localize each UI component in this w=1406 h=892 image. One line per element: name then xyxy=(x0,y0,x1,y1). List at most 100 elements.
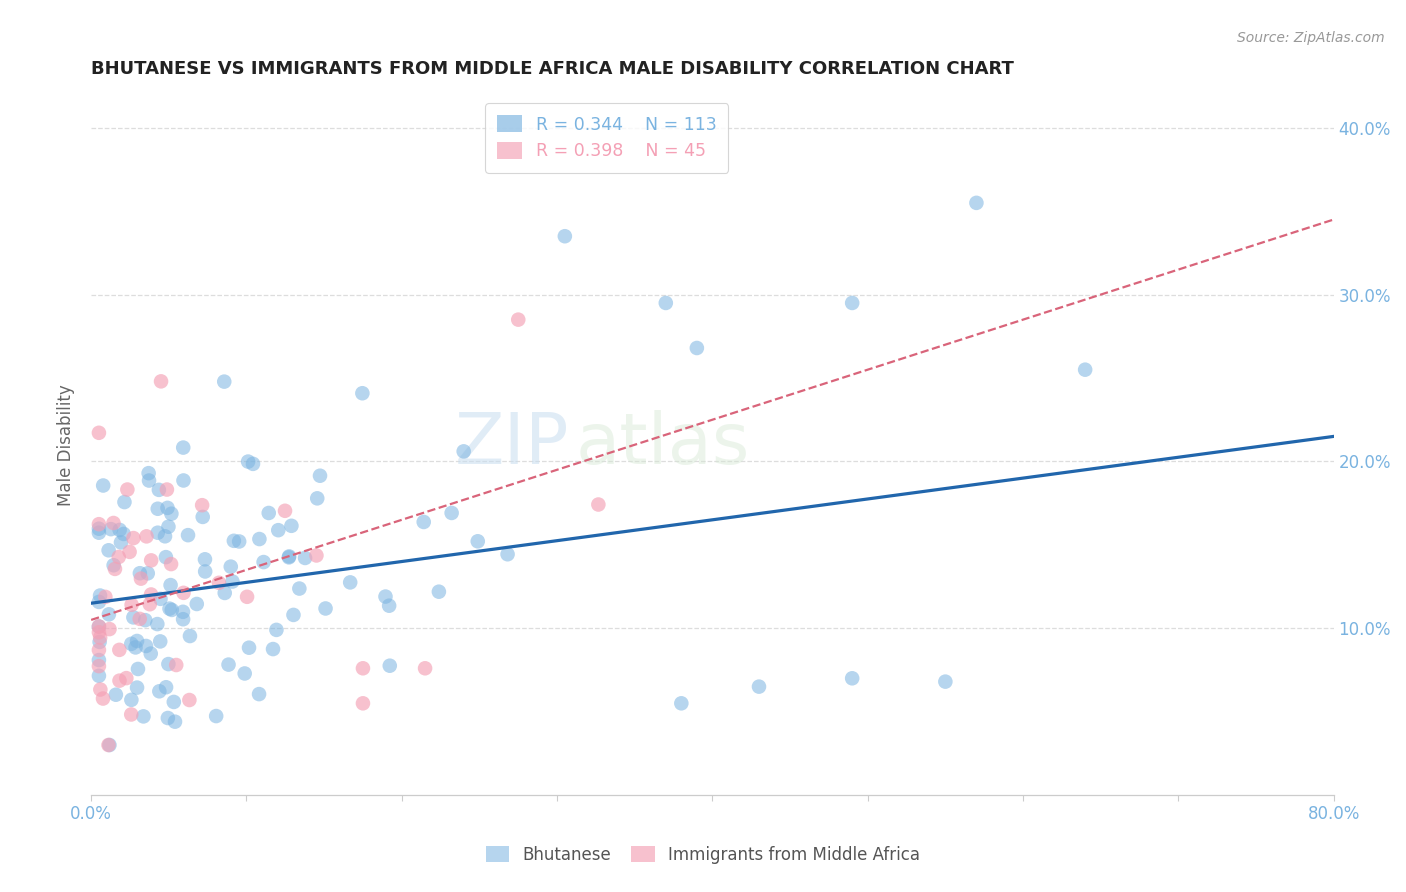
Point xyxy=(257,506,280,520)
Point xyxy=(138,474,160,488)
Point xyxy=(87,669,110,683)
Point xyxy=(87,522,110,536)
Point xyxy=(242,457,264,471)
Point xyxy=(179,693,201,707)
Text: Source: ZipAtlas.com: Source: ZipAtlas.com xyxy=(1237,31,1385,45)
Point xyxy=(238,640,260,655)
Point xyxy=(177,528,200,542)
Point xyxy=(114,495,136,509)
Point xyxy=(467,534,489,549)
Point xyxy=(87,659,110,673)
Point xyxy=(934,674,956,689)
Y-axis label: Male Disability: Male Disability xyxy=(58,384,75,506)
Point xyxy=(172,441,194,455)
Point xyxy=(87,625,110,640)
Point xyxy=(150,375,173,389)
Point xyxy=(748,680,770,694)
Point xyxy=(194,565,217,579)
Point xyxy=(87,653,110,667)
Point xyxy=(309,468,332,483)
Point xyxy=(103,558,125,573)
Legend: R = 0.344    N = 113, R = 0.398    N = 45: R = 0.344 N = 113, R = 0.398 N = 45 xyxy=(485,103,728,172)
Point xyxy=(165,658,187,673)
Point xyxy=(214,586,236,600)
Point xyxy=(146,617,169,632)
Point xyxy=(104,562,127,576)
Point xyxy=(267,523,290,537)
Point xyxy=(228,534,250,549)
Point xyxy=(121,598,143,612)
Point xyxy=(138,466,160,480)
Point xyxy=(128,566,150,581)
Point xyxy=(146,501,169,516)
Point xyxy=(163,714,186,729)
Point xyxy=(172,612,194,626)
Text: atlas: atlas xyxy=(575,410,749,479)
Point xyxy=(352,696,374,710)
Point xyxy=(283,607,305,622)
Point xyxy=(139,587,162,601)
Point xyxy=(97,607,120,622)
Point xyxy=(153,529,176,543)
Point xyxy=(236,454,259,468)
Point xyxy=(120,637,142,651)
Point xyxy=(965,195,987,210)
Point xyxy=(305,549,328,563)
Point xyxy=(252,555,274,569)
Point xyxy=(155,550,177,565)
Point xyxy=(132,709,155,723)
Point xyxy=(122,531,145,545)
Point xyxy=(159,578,181,592)
Point xyxy=(294,551,316,566)
Point xyxy=(136,566,159,581)
Point xyxy=(108,643,131,657)
Point xyxy=(218,657,240,672)
Point xyxy=(352,661,374,675)
Point xyxy=(339,575,361,590)
Point xyxy=(156,500,179,515)
Point xyxy=(219,559,242,574)
Point xyxy=(221,574,243,589)
Point xyxy=(89,682,111,697)
Point xyxy=(378,599,401,613)
Point xyxy=(205,709,228,723)
Point xyxy=(159,601,181,615)
Point xyxy=(112,527,135,541)
Point xyxy=(89,635,111,649)
Point xyxy=(841,671,863,685)
Point xyxy=(352,386,374,401)
Point xyxy=(236,590,259,604)
Point xyxy=(427,584,450,599)
Point xyxy=(172,605,194,619)
Point xyxy=(118,545,141,559)
Point xyxy=(125,681,148,695)
Point xyxy=(87,517,110,532)
Point xyxy=(91,478,114,492)
Point xyxy=(191,509,214,524)
Point xyxy=(453,444,475,458)
Point xyxy=(148,483,170,497)
Point xyxy=(146,525,169,540)
Point xyxy=(212,375,235,389)
Point xyxy=(262,642,284,657)
Point xyxy=(374,590,396,604)
Point xyxy=(671,696,693,710)
Point xyxy=(104,688,127,702)
Point xyxy=(655,296,678,310)
Point xyxy=(173,586,195,600)
Point xyxy=(280,518,302,533)
Point xyxy=(98,738,121,752)
Point xyxy=(277,550,299,565)
Point xyxy=(163,695,186,709)
Point xyxy=(125,634,148,648)
Point xyxy=(148,684,170,698)
Point xyxy=(120,693,142,707)
Point xyxy=(315,601,337,615)
Point xyxy=(554,229,576,244)
Point xyxy=(440,506,463,520)
Point xyxy=(135,639,157,653)
Point xyxy=(508,312,530,326)
Point xyxy=(139,647,162,661)
Point xyxy=(160,557,183,571)
Point xyxy=(149,634,172,648)
